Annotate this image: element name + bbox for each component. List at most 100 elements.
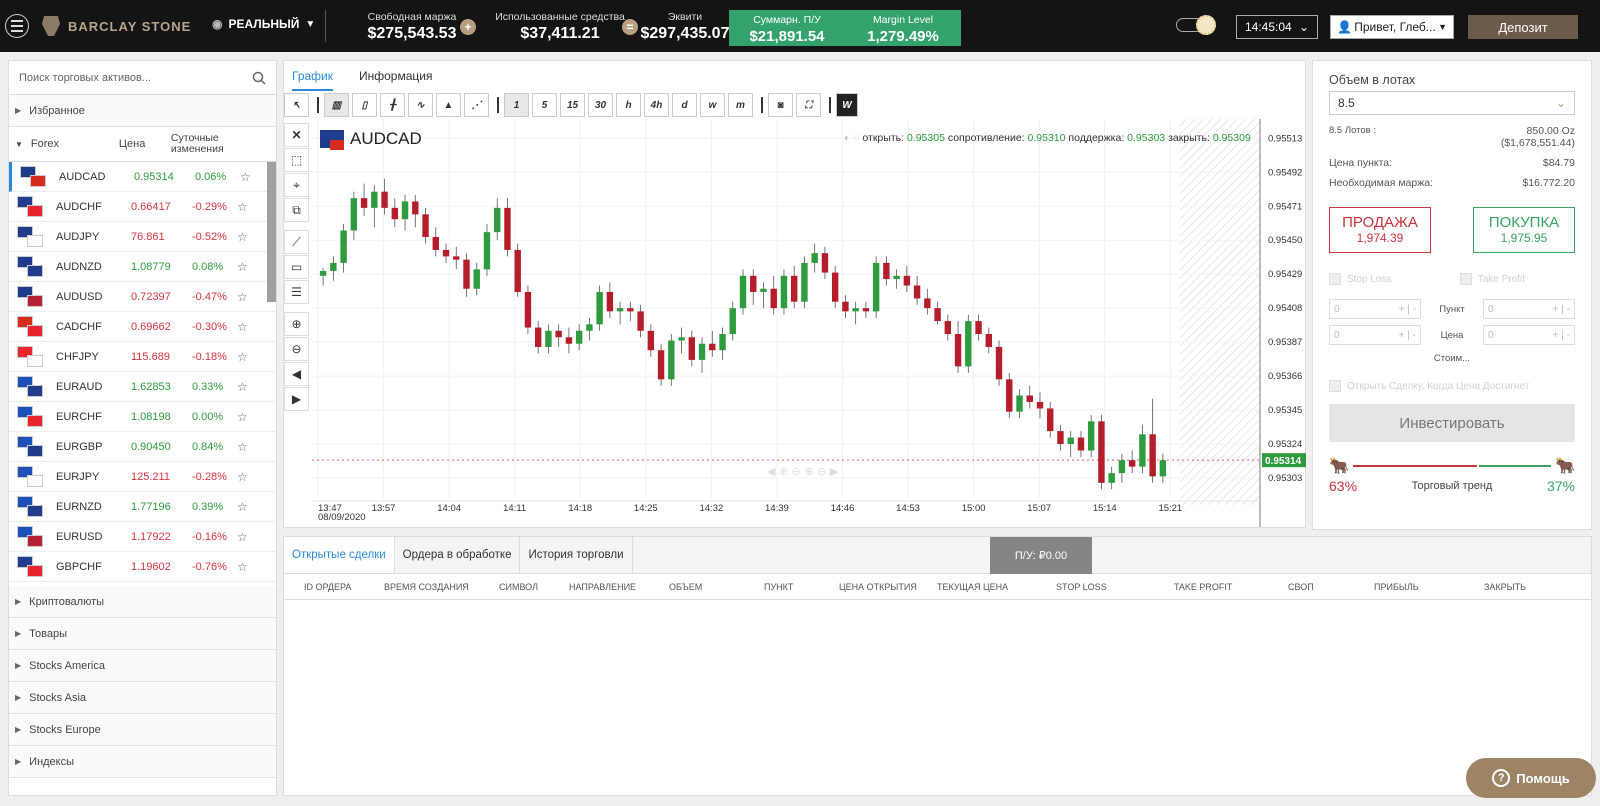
tab-info[interactable]: Информация	[359, 69, 433, 83]
search-icon[interactable]	[252, 71, 266, 85]
area-chart-icon[interactable]: ▲	[436, 93, 461, 117]
zoom-in-icon[interactable]: ⊕	[284, 312, 309, 336]
orders-tab[interactable]: История торговли	[520, 537, 633, 573]
category-favorites[interactable]: ▶ Избранное	[9, 95, 276, 127]
star-icon[interactable]: ☆	[237, 409, 248, 424]
scrollbar[interactable]	[267, 162, 276, 302]
asset-row[interactable]: GBPCHF 1.19602 -0.76% ☆	[9, 552, 276, 582]
asset-row[interactable]: EURUSD 1.17922 -0.16% ☆	[9, 522, 276, 552]
column-header[interactable]: ВРЕМЯ СОЗДАНИЯ	[384, 582, 469, 592]
dots-chart-icon[interactable]: ⋰	[464, 93, 489, 117]
column-header[interactable]: ПРИБЫЛЬ	[1374, 582, 1419, 592]
open-at-price-checkbox[interactable]: Открыть Сделку, Когда Цена Достигнет	[1329, 380, 1575, 392]
category-item[interactable]: ▶ Криптовалюты	[9, 586, 276, 618]
star-icon[interactable]: ☆	[237, 229, 248, 244]
asset-row[interactable]: EURCHF 1.08198 0.00% ☆	[9, 402, 276, 432]
timeframe-button[interactable]: 4h	[644, 93, 669, 117]
deposit-button[interactable]: Депозит	[1468, 15, 1578, 39]
category-item[interactable]: ▶ Stocks Europe	[9, 714, 276, 746]
asset-row[interactable]: AUDCAD 0.95314 0.06% ☆	[9, 162, 276, 192]
bars-icon[interactable]: ╂	[380, 93, 405, 117]
user-dropdown[interactable]: 👤 Привет, Глеб... ▼	[1330, 15, 1454, 39]
camera-icon[interactable]: ◙	[768, 93, 793, 117]
star-icon[interactable]: ☆	[237, 529, 248, 544]
star-icon[interactable]: ☆	[237, 469, 248, 484]
column-header[interactable]: ОБЪЕМ	[669, 582, 703, 592]
column-header[interactable]: STOP LOSS	[1056, 582, 1107, 592]
column-header[interactable]: TAKE PROFIT	[1174, 582, 1233, 592]
asset-row[interactable]: AUDCHF 0.66417 -0.29% ☆	[9, 192, 276, 222]
orders-tab[interactable]: Открытые сделки	[284, 537, 395, 573]
tab-chart[interactable]: График	[292, 69, 333, 91]
cursor-icon[interactable]: ↖	[284, 93, 309, 117]
orders-tab[interactable]: Ордера в обработке	[395, 537, 521, 573]
star-icon[interactable]: ☆	[237, 289, 248, 304]
asset-row[interactable]: AUDUSD 0.72397 -0.47% ☆	[9, 282, 276, 312]
timeframe-button[interactable]: 1	[504, 93, 529, 117]
volume-select[interactable]: 8.5 ⌄	[1329, 91, 1575, 115]
asset-row[interactable]: CADCHF 0.69662 -0.30% ☆	[9, 312, 276, 342]
column-header[interactable]: СИМВОЛ	[499, 582, 538, 592]
clock-dropdown[interactable]: 14:45:04 ⌄	[1236, 15, 1318, 39]
asset-search[interactable]: Поиск торговых активов...	[9, 61, 276, 95]
hollow-candles-icon[interactable]: ▯	[352, 93, 377, 117]
add-funds-button[interactable]: +	[460, 19, 476, 35]
timeframe-button[interactable]: w	[700, 93, 725, 117]
close-icon[interactable]: ✕	[284, 123, 309, 147]
column-header[interactable]: ТЕКУЩАЯ ЦЕНА	[937, 582, 1009, 592]
crosshair-icon[interactable]: ⌖	[284, 173, 309, 197]
star-icon[interactable]: ☆	[237, 559, 248, 574]
timeframe-button[interactable]: 5	[532, 93, 557, 117]
sun-icon[interactable]	[1196, 15, 1216, 35]
star-icon[interactable]: ☆	[237, 379, 248, 394]
star-icon[interactable]: ☆	[237, 499, 248, 514]
timeframe-button[interactable]: 30	[588, 93, 613, 117]
star-icon[interactable]: ☆	[237, 199, 248, 214]
star-icon[interactable]: ☆	[237, 439, 248, 454]
category-item[interactable]: ▶ Stocks Asia	[9, 682, 276, 714]
trendline-icon[interactable]: ⟋	[284, 230, 309, 254]
take-profit-checkbox[interactable]: Take Profit	[1459, 273, 1525, 285]
candlestick-chart[interactable]: 13:47 13:57 14:04 14:11 14:18 14:25 14:32 14:39…	[312, 119, 1306, 527]
watermark-icon[interactable]: W	[836, 93, 858, 117]
column-header[interactable]: ЦЕНА ОТКРЫТИЯ	[839, 582, 917, 592]
take-profit-price-input[interactable]: 0 + | -	[1483, 325, 1575, 345]
fib-lines-icon[interactable]: ☰	[284, 280, 309, 304]
star-icon[interactable]: ☆	[237, 319, 248, 334]
search-input[interactable]: Поиск торговых активов...	[19, 71, 151, 84]
asset-row[interactable]: EURAUD 1.62853 0.33% ☆	[9, 372, 276, 402]
asset-row[interactable]: CHFJPY 115.689 -0.18% ☆	[9, 342, 276, 372]
buy-button[interactable]: ПОКУПКА 1,975.95	[1473, 207, 1575, 253]
asset-row[interactable]: AUDNZD 1.08779 0.08% ☆	[9, 252, 276, 282]
asset-row[interactable]: AUDJPY 76.861 -0.52% ☆	[9, 222, 276, 252]
column-header[interactable]: НАПРАВЛЕНИЕ	[569, 582, 637, 592]
category-item[interactable]: ▶ Stocks America	[9, 650, 276, 682]
stop-loss-points-input[interactable]: 0 + | -	[1329, 299, 1421, 319]
zoom-area-icon[interactable]: ⬚	[284, 148, 309, 172]
category-item[interactable]: ▶ Индексы	[9, 746, 276, 778]
rectangle-icon[interactable]: ▭	[284, 255, 309, 279]
category-item[interactable]: ▶ Товары	[9, 618, 276, 650]
scroll-right-icon[interactable]: ▶	[284, 387, 309, 411]
star-icon[interactable]: ☆	[240, 169, 251, 184]
scroll-left-icon[interactable]: ◀	[284, 362, 309, 386]
invest-button[interactable]: Инвестировать	[1329, 404, 1575, 442]
fullscreen-icon[interactable]: ⛶	[796, 93, 821, 117]
asset-row[interactable]: EURGBP 0.90450 0.84% ☆	[9, 432, 276, 462]
star-icon[interactable]: ☆	[237, 259, 248, 274]
timeframe-button[interactable]: h	[616, 93, 641, 117]
stop-loss-checkbox[interactable]: Stop Loss	[1329, 273, 1391, 285]
timeframe-button[interactable]: 15	[560, 93, 585, 117]
candles-icon[interactable]: ▥	[324, 93, 349, 117]
asset-row[interactable]: EURJPY 125.211 -0.28% ☆	[9, 462, 276, 492]
menu-icon[interactable]	[5, 14, 29, 38]
asset-row[interactable]: EURNZD 1.77196 0.39% ☆	[9, 492, 276, 522]
zoom-out-icon[interactable]: ⊖	[284, 337, 309, 361]
column-header[interactable]: ID ОРДЕРА	[304, 582, 352, 592]
stop-loss-price-input[interactable]: 0 + | -	[1329, 325, 1421, 345]
column-header[interactable]: СВОП	[1288, 582, 1314, 592]
timeframe-button[interactable]: d	[672, 93, 697, 117]
column-header[interactable]: ПУНКТ	[764, 582, 794, 592]
star-icon[interactable]: ☆	[237, 349, 248, 364]
take-profit-points-input[interactable]: 0 + | -	[1482, 299, 1575, 319]
